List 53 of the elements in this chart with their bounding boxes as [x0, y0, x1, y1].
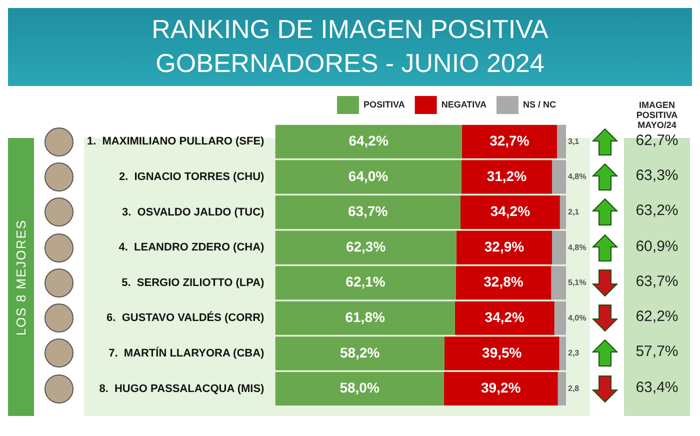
bar: [558, 372, 566, 406]
y-tick-label: 1. MAXIMILIANO PULLARO (SFE): [86, 136, 265, 148]
data-label: 32,8%: [484, 274, 524, 290]
data-label: 31,2%: [486, 168, 528, 184]
legend-label: NS / NC: [522, 99, 556, 110]
data-label: 39,2%: [481, 380, 522, 396]
bar: [560, 195, 566, 230]
text: IMAGEN POSITIVA MAYO/24: [635, 100, 679, 130]
bar: [444, 372, 558, 406]
y-tick-label: 3. OSVALDO JALDO (TUC): [122, 206, 265, 218]
data-label: 63,7%: [348, 203, 388, 220]
y-tick-label: 8. HUGO PASSALACQUA (MIS): [99, 382, 265, 395]
text: 62,2%: [634, 308, 680, 326]
data-label: 34,2%: [484, 309, 526, 326]
data-label: 2,3: [568, 348, 580, 358]
text: LOS 8 MEJORES: [14, 218, 28, 336]
y-tick-label: 5. SERGIO ZILIOTTO (LPA): [122, 276, 265, 289]
data-label: 34,2%: [490, 203, 531, 220]
text: 63,7%: [634, 272, 680, 290]
chart-subtitle: GOBERNADORES - JUNIO 2024: [154, 47, 546, 80]
data-label: 4,8%: [568, 242, 586, 252]
data-label: 62,3%: [346, 238, 386, 254]
data-label: 2,1: [568, 207, 580, 216]
text: 62,7%: [634, 132, 680, 149]
data-label: 64,2%: [348, 132, 389, 149]
data-label: 58,0%: [340, 380, 380, 396]
text: 63,2%: [634, 202, 680, 220]
data-label: 62,1%: [346, 274, 386, 290]
bar: [460, 195, 560, 230]
y-tick-label: 7. MARTÍN LLARYORA (CBA): [108, 346, 265, 360]
text: 57,7%: [634, 343, 680, 360]
legend-label: NEGATIVA: [441, 99, 487, 110]
text: 60,9%: [634, 238, 680, 255]
data-label: 32,7%: [490, 132, 530, 149]
chart-title: RANKING DE IMAGEN POSITIVA: [150, 13, 550, 46]
y-tick-label: 4. LEANDRO ZDERO (CHA): [118, 242, 265, 254]
data-label: 3,1: [568, 136, 580, 146]
data-label: 61,8%: [345, 309, 386, 326]
data-label: 4,8%: [568, 172, 586, 182]
bar: [275, 195, 460, 230]
text: 63,3%: [634, 166, 680, 184]
y-tick-label: 2. IGNACIO TORRES (CHU): [118, 170, 265, 183]
data-label: 5,1%: [568, 278, 586, 288]
legend-label: POSITIVA: [363, 99, 406, 110]
data-label: 39,5%: [482, 344, 522, 360]
text: 63,4%: [634, 378, 680, 396]
data-label: 64,0%: [348, 168, 389, 184]
data-label: 4,0%: [568, 313, 586, 322]
data-label: 58,2%: [340, 344, 380, 360]
bar: [275, 372, 444, 406]
data-label: 32,9%: [484, 238, 525, 254]
y-tick-label: 6. GUSTAVO VALDÉS (CORR): [106, 311, 265, 324]
data-label: 2,8: [568, 384, 580, 393]
